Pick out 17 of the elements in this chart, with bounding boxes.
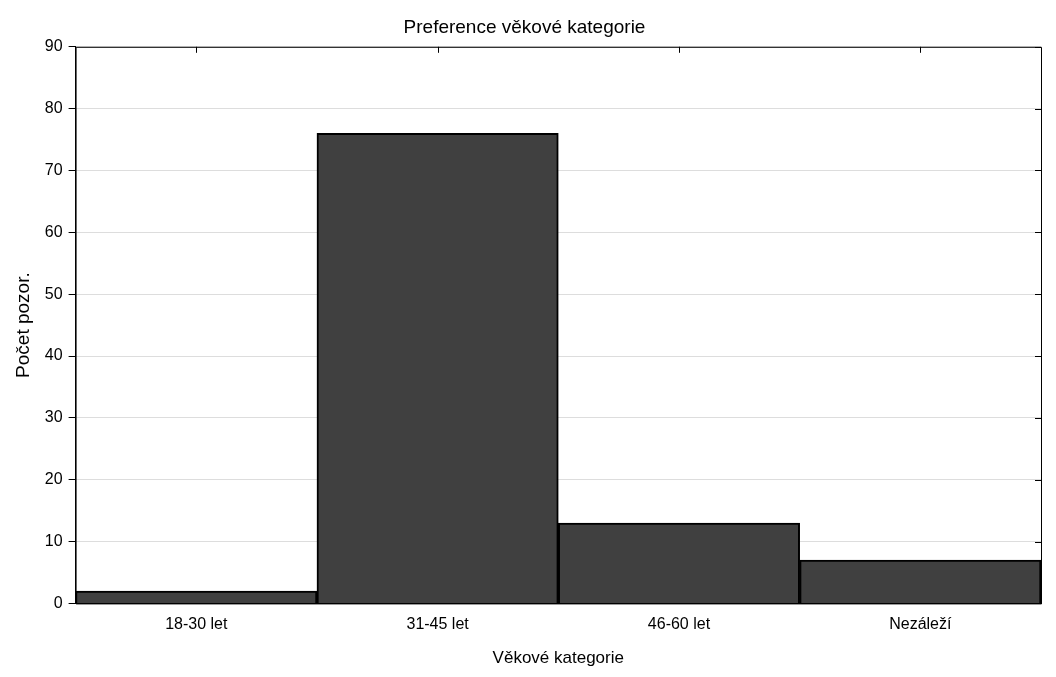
- y-tick-label: 40: [44, 346, 63, 364]
- x-tick-label: 46-60 let: [647, 615, 711, 633]
- x-tick-label: 18-30 let: [165, 615, 228, 633]
- y-tick-label: 50: [44, 284, 63, 302]
- x-tick-label: 31-45 let: [406, 615, 470, 633]
- y-tick-label: 60: [44, 222, 63, 240]
- y-axis-title: Počet pozor.: [11, 272, 33, 378]
- y-tick-label: 20: [44, 470, 63, 488]
- y-tick-label: 80: [44, 99, 63, 117]
- y-tick-label: 30: [44, 408, 63, 426]
- chart-title: Preference věkové kategorie: [403, 15, 646, 37]
- y-tick-label: 0: [53, 593, 63, 611]
- x-axis-title: Věkové kategorie: [492, 648, 624, 668]
- y-tick-label: 90: [44, 37, 63, 55]
- y-tick-label: 70: [44, 160, 63, 178]
- x-tick-label: Nezáleží: [889, 615, 952, 633]
- y-tick-label: 10: [44, 531, 63, 549]
